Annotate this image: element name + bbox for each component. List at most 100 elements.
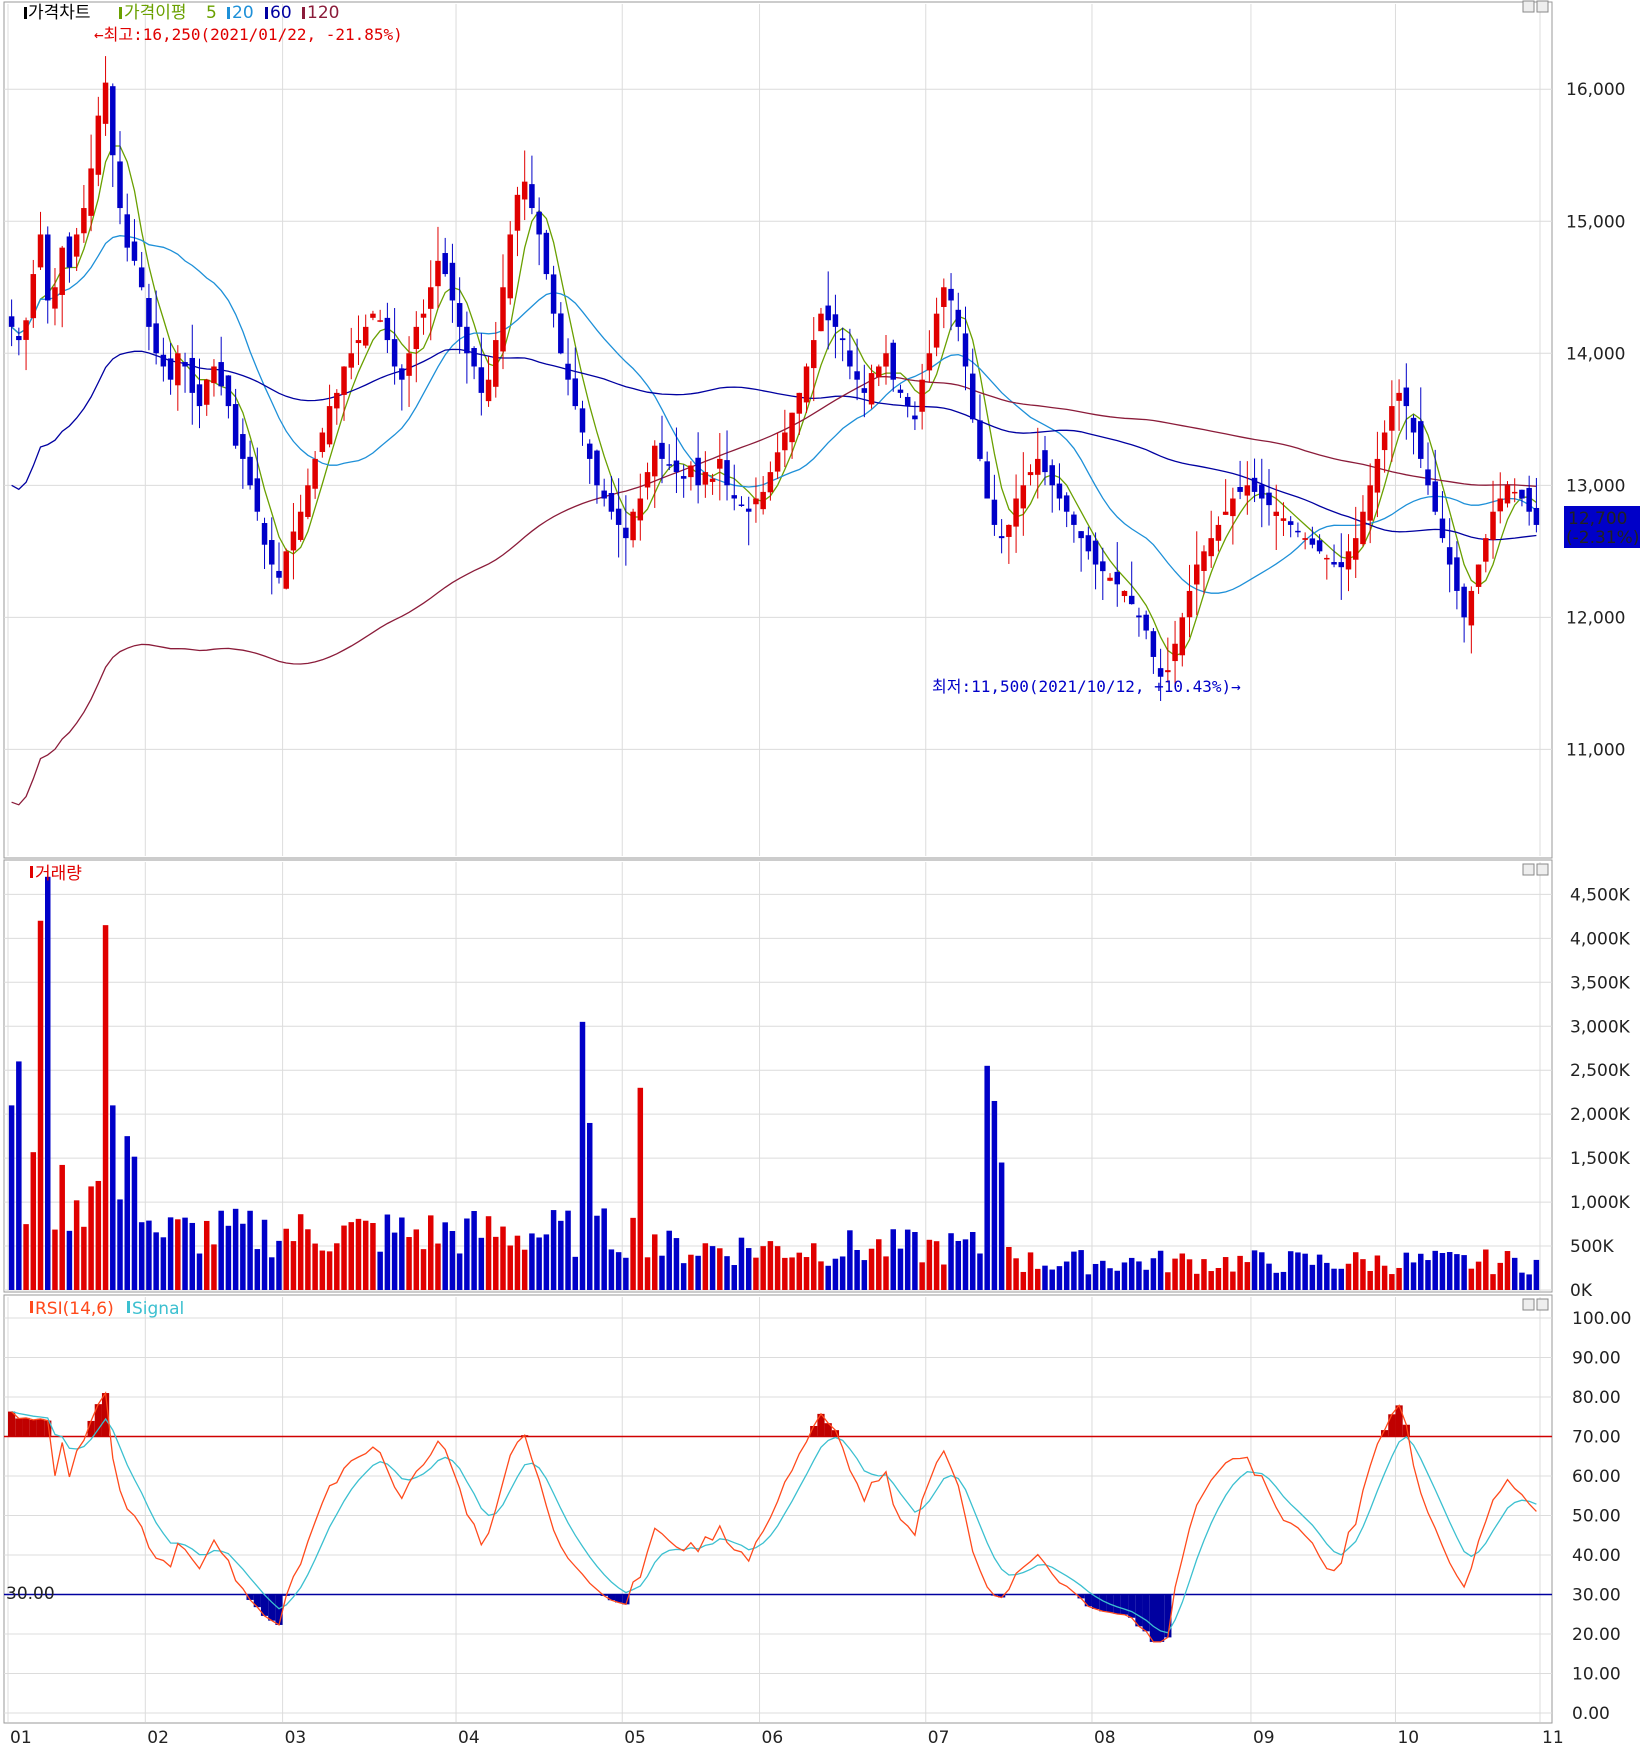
rsi-overbought-fill xyxy=(94,1404,102,1437)
candle-body xyxy=(1215,524,1222,541)
price-y-tick: 11,000 xyxy=(1566,740,1625,760)
candle-body xyxy=(8,316,15,327)
candle-body xyxy=(1244,485,1251,496)
rsi-panel-frame xyxy=(3,1294,1553,1724)
volume-bar xyxy=(391,1232,398,1290)
volume-y-tick: 1,000K xyxy=(1570,1193,1631,1213)
volume-bar xyxy=(1418,1253,1424,1290)
candle-body xyxy=(680,476,687,479)
candle-body xyxy=(485,379,492,402)
candle-body xyxy=(637,498,644,521)
volume-bar xyxy=(861,1260,868,1290)
close-icon[interactable] xyxy=(1536,863,1549,876)
candle-body xyxy=(1020,485,1027,509)
candle-body xyxy=(427,287,434,309)
volume-bar xyxy=(883,1256,889,1290)
volume-bar xyxy=(1114,1270,1121,1290)
volume-bar xyxy=(377,1251,383,1290)
candle-body xyxy=(435,260,441,287)
price-panel-controls[interactable] xyxy=(1522,0,1549,13)
volume-bar xyxy=(933,1241,940,1290)
volume-bar xyxy=(334,1243,340,1290)
candle-body xyxy=(558,313,564,354)
rsi-oversold-fill xyxy=(1099,1594,1107,1612)
candle-body xyxy=(818,313,824,332)
volume-bar xyxy=(1179,1253,1186,1290)
candle-body xyxy=(731,495,738,499)
volume-bar xyxy=(1136,1261,1142,1290)
signal-legend: Signal xyxy=(132,1299,184,1319)
volume-bar xyxy=(839,1256,846,1290)
rsi-oversold-fill xyxy=(1084,1594,1092,1607)
volume-bar xyxy=(977,1253,983,1290)
candle-body xyxy=(1027,472,1034,476)
rsi-oversold-fill xyxy=(253,1594,261,1608)
volume-y-tick: 0K xyxy=(1570,1281,1593,1301)
volume-bar xyxy=(789,1257,795,1290)
candle-body xyxy=(1280,518,1287,521)
volume-grid xyxy=(4,862,1552,1291)
volume-bar xyxy=(442,1222,448,1290)
candle-body xyxy=(1446,547,1453,565)
candle-body xyxy=(326,406,333,445)
volume-bar xyxy=(23,1224,29,1290)
candle-body xyxy=(73,234,80,257)
close-icon[interactable] xyxy=(1536,1298,1549,1311)
candle-body xyxy=(919,379,925,412)
candle-body xyxy=(1222,511,1229,515)
price-legend-ma20: 20 xyxy=(232,3,254,23)
volume-bar xyxy=(232,1208,239,1290)
volume-bar xyxy=(1526,1274,1532,1290)
volume-bar xyxy=(66,1230,73,1290)
volume-bar xyxy=(1237,1255,1243,1290)
candle-body xyxy=(695,457,701,486)
x-tick-label: 09 xyxy=(1253,1728,1275,1748)
candle-body xyxy=(399,368,405,380)
rsi-oversold-fill xyxy=(268,1594,276,1621)
candle-body xyxy=(1035,458,1041,475)
close-icon[interactable] xyxy=(1536,0,1549,13)
volume-bar xyxy=(1259,1252,1265,1290)
volume-bar xyxy=(1027,1252,1034,1290)
volume-bar xyxy=(1107,1268,1113,1290)
candle-body xyxy=(1237,487,1243,492)
volume-bar xyxy=(276,1240,282,1290)
volume-bar xyxy=(283,1228,289,1290)
price-legend-ma120: 120 xyxy=(307,3,339,23)
volume-y-axis: 4,500K 4,000K 3,500K 3,000K 2,500K 2,000K 1,50… xyxy=(1570,885,1631,1301)
x-axis: 010203040506070809101112 xyxy=(10,1728,1564,1748)
candle-body xyxy=(1078,531,1084,539)
candle-body xyxy=(608,492,615,512)
volume-bar xyxy=(1331,1268,1337,1290)
minimize-icon[interactable] xyxy=(1522,863,1535,876)
candle-body xyxy=(1121,590,1128,597)
minimize-icon[interactable] xyxy=(1522,1298,1535,1311)
candle-body xyxy=(1071,514,1077,525)
candle-body xyxy=(261,523,268,545)
volume-bar xyxy=(1389,1274,1395,1290)
volume-bar xyxy=(666,1230,672,1290)
candle-body xyxy=(110,86,116,156)
high-price-note: ←최고:16,250(2021/01/22, -21.85%) xyxy=(94,25,403,44)
candle-body xyxy=(507,234,513,299)
volume-bar xyxy=(1222,1257,1229,1290)
volume-bar xyxy=(796,1252,803,1290)
candle-body xyxy=(153,323,159,354)
volume-bar xyxy=(615,1252,622,1290)
candle-body xyxy=(933,313,940,348)
volume-bar xyxy=(955,1240,962,1290)
volume-bar xyxy=(1367,1270,1373,1290)
candle-body xyxy=(912,415,918,420)
volume-bar xyxy=(254,1249,261,1290)
minimize-icon[interactable] xyxy=(1522,0,1535,13)
low-price-note: 최저:11,500(2021/10/12, +10.43%)→ xyxy=(932,677,1241,696)
volume-bar xyxy=(1345,1263,1352,1290)
candle-body xyxy=(623,527,629,539)
volume-bar xyxy=(471,1211,477,1290)
volume-bar xyxy=(1100,1260,1106,1290)
candle-body xyxy=(124,214,130,248)
volume-bar xyxy=(738,1237,745,1290)
rsi-y-tick: 60.00 xyxy=(1572,1467,1621,1487)
candle-body xyxy=(1287,521,1294,525)
